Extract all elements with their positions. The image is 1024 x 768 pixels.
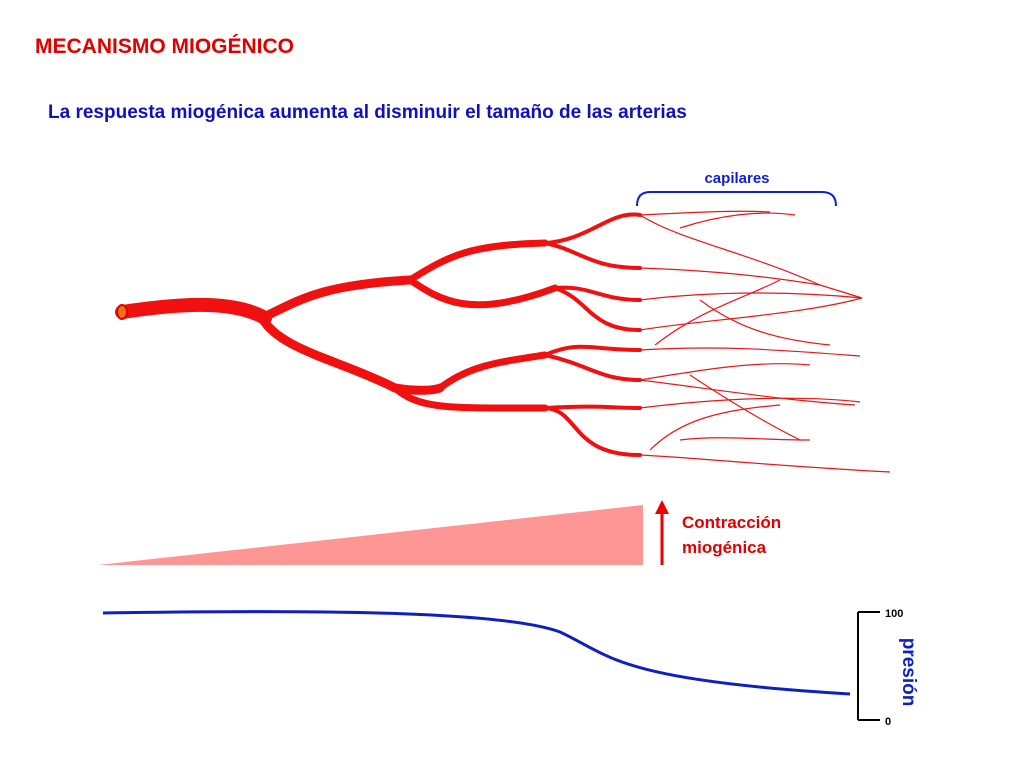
subtitle: La respuesta miogénica aumenta al dismin… — [48, 102, 687, 123]
vessel-tree — [115, 210, 891, 473]
contraction-label: miogénica — [682, 538, 767, 557]
capillary-label: capilares — [704, 170, 769, 187]
pressure-label: presión — [898, 638, 919, 707]
contraction-arrowhead — [655, 500, 669, 514]
pressure-curve — [102, 610, 851, 696]
capillary-bracket — [636, 191, 837, 207]
title: MECANISMO MIOGÉNICO — [35, 35, 294, 58]
contraction-label: Contracción — [682, 513, 781, 532]
scale-max: 100 — [885, 608, 903, 620]
pressure-scale — [857, 611, 880, 721]
scale-min: 0 — [885, 716, 891, 728]
contraction-wedge — [98, 505, 643, 565]
